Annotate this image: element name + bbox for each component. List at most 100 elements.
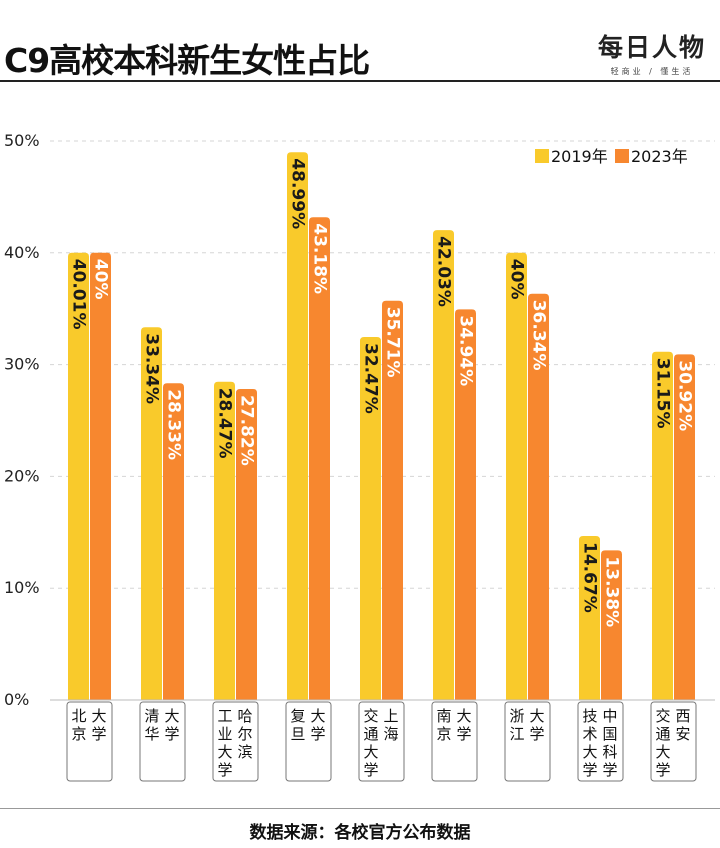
category-label-char: 旦 [290,725,305,743]
category-label-char: 大 [310,707,325,725]
category-label-char: 学 [91,725,106,743]
category-label-char: 大 [456,707,471,725]
category-label-char: 大 [529,707,544,725]
bar [601,550,622,700]
category-label-char: 通 [655,725,670,743]
bar-value-label: 48.99% [288,158,308,229]
legend-swatch [535,149,549,163]
category-label-char: 学 [363,761,378,779]
category-label-box [358,701,405,782]
y-tick-label: 10% [4,578,40,597]
legend-swatch [615,149,629,163]
category-label-char: 复 [290,707,305,725]
y-tick-label: 40% [4,243,40,262]
bar-value-label: 40% [91,259,111,300]
bar-value-label: 43.18% [310,223,330,294]
bar [236,388,257,700]
y-tick-label: 30% [4,355,40,374]
y-tick-label: 50% [4,131,40,150]
chart-title: C9高校本科新生女性占比 [4,41,370,80]
category-label-char: 江 [509,725,524,743]
brand-tagline: 轻商业 / 懂生活 [610,67,694,76]
category-label-char: 大 [217,743,232,761]
bar [528,293,549,700]
category-label-char: 大 [363,743,378,761]
category-label-char: 国 [602,725,617,743]
category-label-char: 学 [310,725,325,743]
footer-divider [0,808,720,809]
bar-value-label: 33.34% [142,333,162,404]
legend-label: 2019年 [551,147,608,166]
category-label-box [139,701,186,782]
bar-value-label: 40.01% [69,259,89,330]
bar [360,336,381,700]
category-label-char: 西 [675,707,690,725]
category-label-char: 海 [383,725,398,743]
bar [163,383,184,700]
category-label-box [66,701,113,782]
title-divider [0,80,720,82]
category-label-char: 安 [675,725,690,743]
bar-value-label: 42.03% [434,236,454,307]
y-tick-label: 20% [4,466,40,485]
category-label-char: 大 [164,707,179,725]
bar [455,309,476,700]
bar-value-label: 13.38% [602,556,622,627]
category-label-char: 大 [582,743,597,761]
category-label-char: 浙 [509,707,524,725]
brand-logo: 每日人物 轻商业 / 懂生活 [592,28,712,77]
bar [68,252,89,700]
category-label-box [212,701,259,782]
category-label-char: 学 [529,725,544,743]
bar [90,252,111,701]
category-label-char: 大 [91,707,106,725]
bar-value-label: 30.92% [675,360,695,431]
category-label-char: 清 [144,707,159,725]
category-label-box [577,701,624,782]
category-label-char: 哈 [237,707,252,725]
bar-value-label: 35.71% [383,307,403,378]
category-label-box [285,701,332,782]
category-label-char: 技 [582,707,597,725]
data-source: 数据来源：各校官方公布数据 [249,823,471,843]
legend-label: 2023年 [631,147,688,166]
category-label-box [431,701,478,782]
category-label-char: 学 [456,725,471,743]
category-label-char: 学 [602,761,617,779]
category-label-char: 中 [602,707,617,725]
bar [674,354,695,700]
category-label-char: 南 [436,707,451,725]
bar-value-label: 14.67% [580,542,600,613]
category-label-char: 科 [602,743,617,761]
category-label-char: 通 [363,725,378,743]
bar-value-label: 34.94% [456,315,476,386]
bar [214,381,235,700]
bar-value-label: 31.15% [653,358,673,429]
bar-value-label: 28.33% [164,389,184,460]
category-label-char: 交 [655,707,670,725]
category-label-char: 学 [164,725,179,743]
category-label-char: 华 [144,725,159,743]
bar [382,300,403,700]
bar [309,217,330,700]
category-label-char: 上 [383,707,398,725]
category-label-char: 术 [582,725,597,743]
bar-value-label: 36.34% [529,300,549,371]
category-label-char: 学 [217,761,232,779]
category-label-box [650,701,697,782]
category-label-char: 大 [655,743,670,761]
bar [506,252,527,701]
bar-value-label: 40% [507,259,527,300]
bar [287,152,308,700]
category-label-char: 京 [436,725,451,743]
category-label-char: 北 [71,707,86,725]
category-label-char: 学 [582,761,597,779]
category-label-char: 京 [71,725,86,743]
category-label-char: 尔 [237,725,252,743]
y-tick-label: 0% [4,690,29,709]
bar-value-label: 32.47% [361,343,381,414]
bar [433,230,454,700]
category-label-char: 滨 [237,743,252,761]
category-label-char: 交 [363,707,378,725]
